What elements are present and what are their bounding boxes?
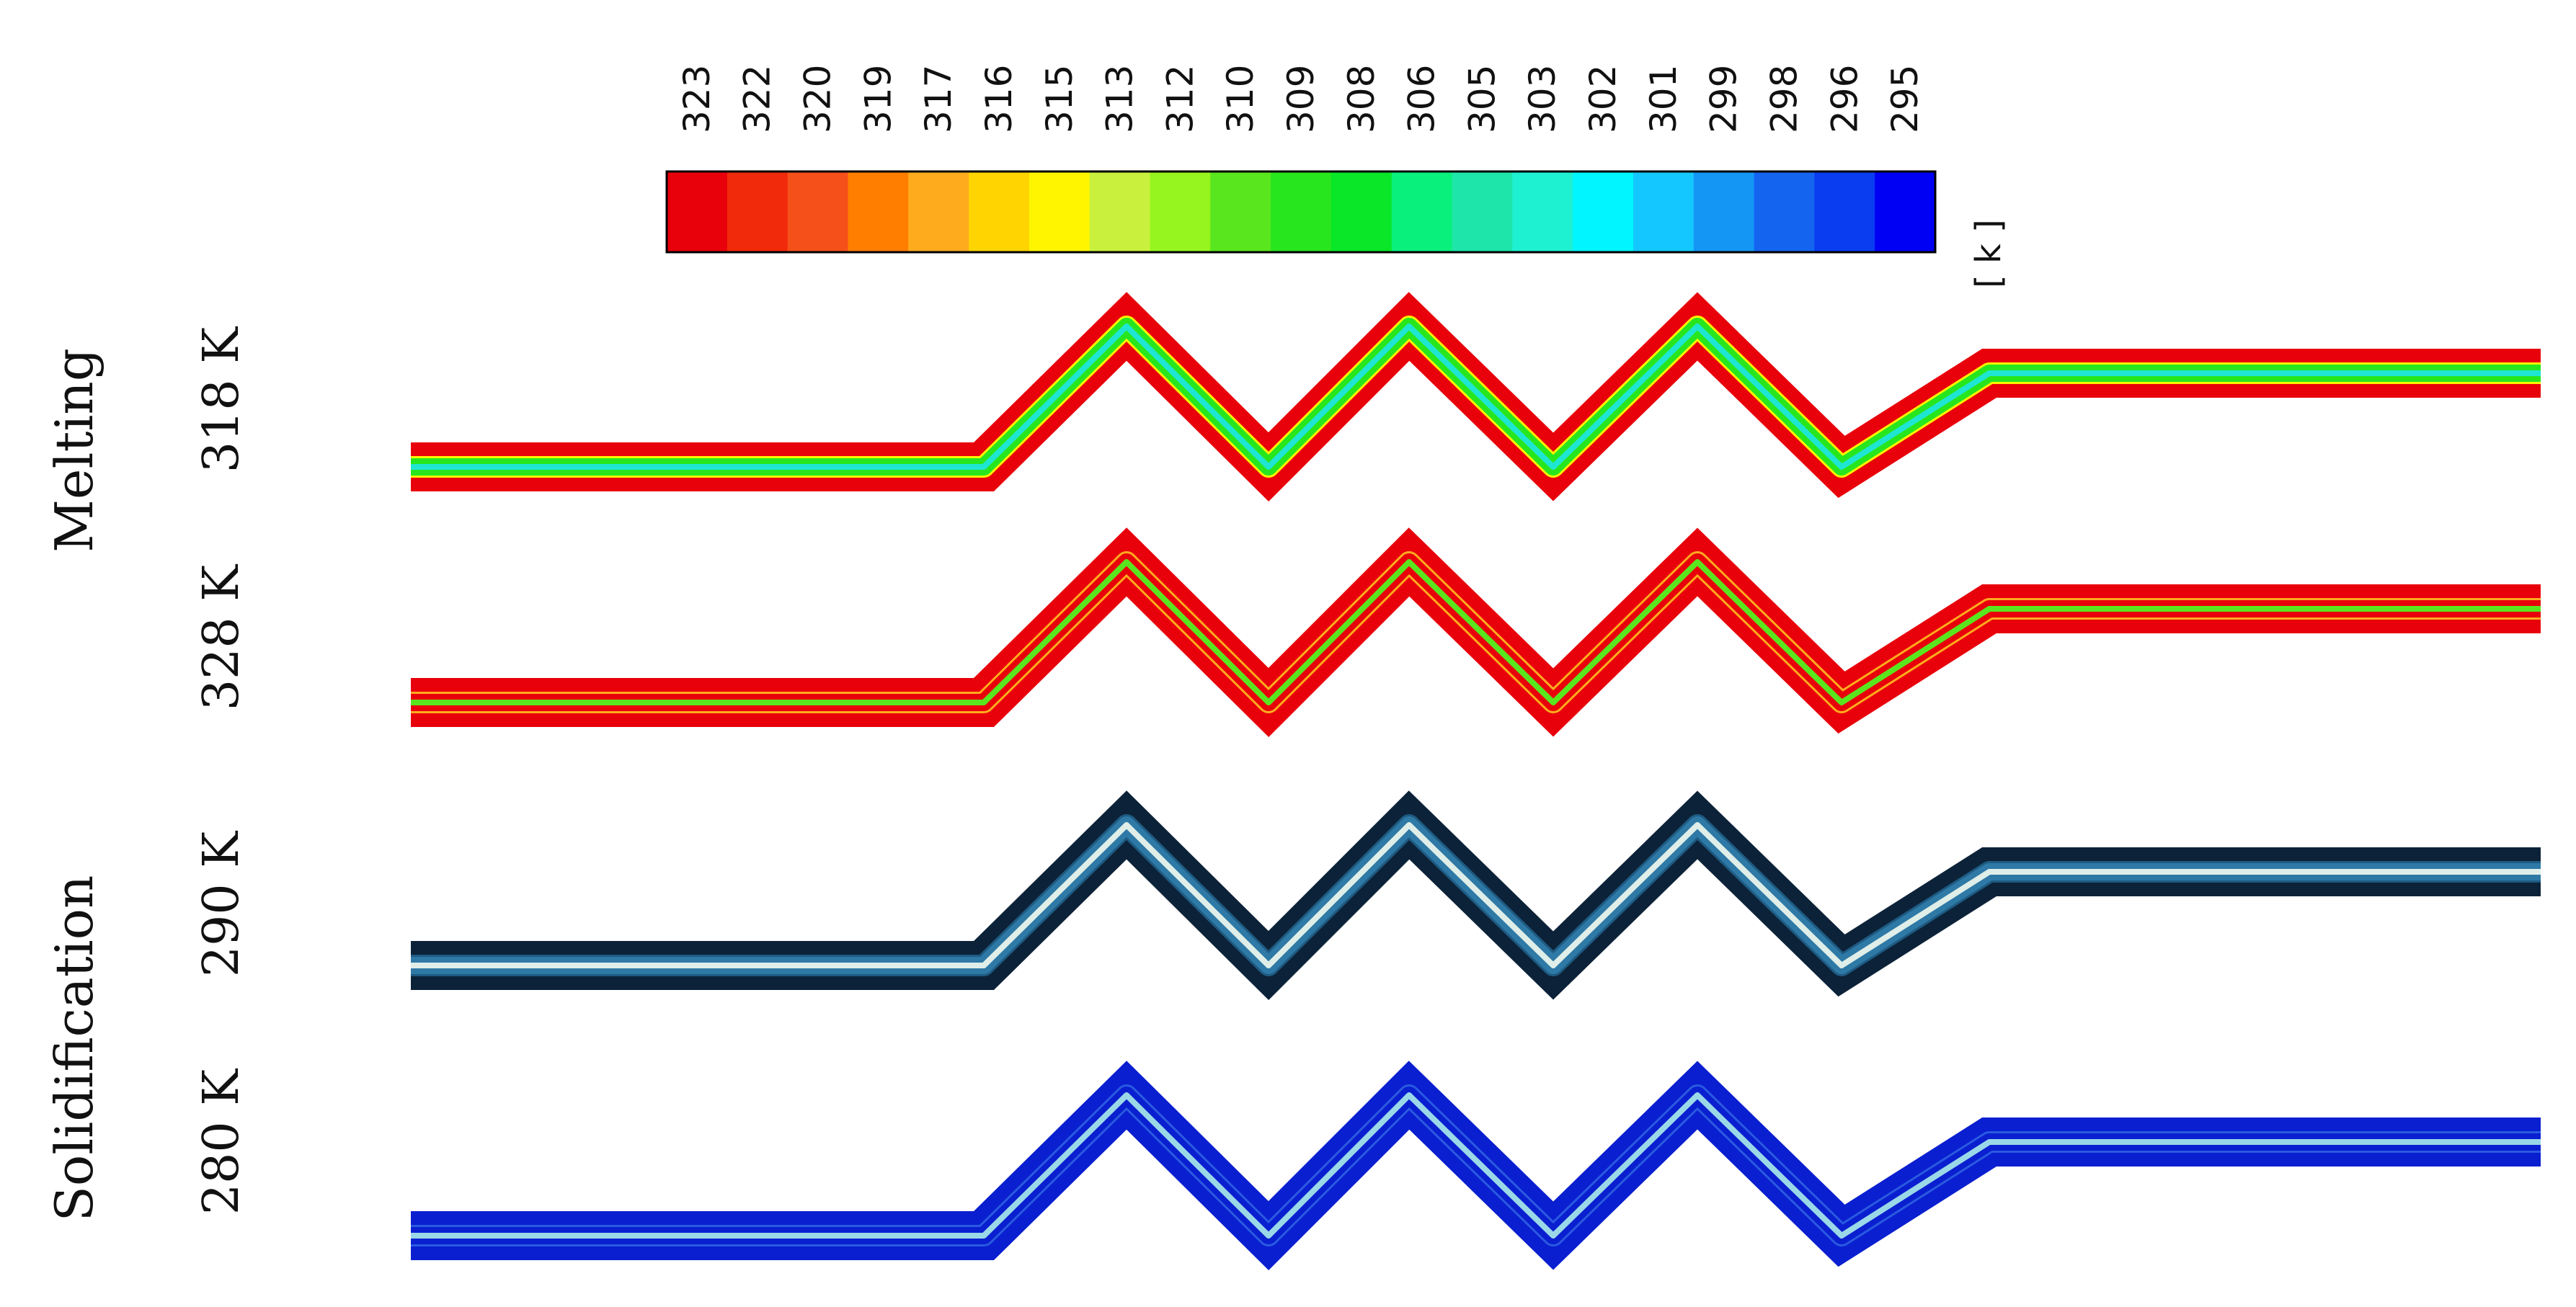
colorbar-segment	[1633, 171, 1695, 252]
colorbar-tick-label: 317	[918, 65, 959, 133]
colorbar-segment	[1875, 171, 1936, 252]
colorbar-segment	[1029, 171, 1091, 252]
colorbar-tick-label: 303	[1522, 65, 1563, 133]
colorbar-segment	[1271, 171, 1332, 252]
colorbar-unit-label: [ k ]	[1968, 219, 2009, 288]
colorbar-segment	[969, 171, 1030, 252]
colorbar-tick-label: 295	[1884, 65, 1926, 133]
colorbar-tick-label: 322	[737, 65, 778, 133]
pipe-panel	[411, 1061, 2541, 1270]
colorbar-segment	[1573, 171, 1634, 252]
colorbar-segment	[1150, 171, 1211, 252]
colorbar-tick-label: 306	[1401, 65, 1443, 133]
colorbar-segment	[1210, 171, 1271, 252]
colorbar-tick-label: 299	[1703, 65, 1745, 133]
colorbar-tick-label: 320	[797, 65, 839, 133]
colorbar-segment	[1512, 171, 1573, 252]
temperature-label-318: 318 K	[193, 326, 250, 473]
colorbar-tick-label: 316	[978, 65, 1020, 133]
colorbar-tick-label: 323	[676, 65, 718, 133]
colorbar-segment	[1814, 171, 1875, 252]
colorbar-tick-label: 319	[857, 65, 899, 133]
colorbar-tick-label: 298	[1763, 65, 1805, 133]
pipe-core	[411, 822, 2541, 968]
pipe-core	[411, 1092, 2541, 1239]
colorbar-tick-label: 301	[1643, 65, 1684, 133]
colorbar-tick-label: 310	[1220, 65, 1261, 133]
colorbar-tick-label: 296	[1824, 65, 1865, 133]
colorbar-segment	[1089, 171, 1151, 252]
process-label-melting: Melting	[44, 348, 105, 553]
colorbar-segment	[667, 171, 728, 252]
colorbar-segment	[1754, 171, 1815, 252]
temperature-label-290: 290 K	[193, 831, 250, 977]
colorbar-segment	[848, 171, 909, 252]
pipe-core	[411, 559, 2541, 705]
colorbar-tick-label: 302	[1582, 65, 1624, 133]
colorbar-segment	[1391, 171, 1453, 252]
colorbar-tick-label: 312	[1159, 65, 1201, 133]
colorbar-segment	[787, 171, 849, 252]
colorbar-tick-label: 308	[1341, 65, 1382, 133]
colorbar-tick-label: 315	[1039, 65, 1080, 133]
process-label-solidification: Solidification	[44, 875, 105, 1222]
pipe-panel	[411, 527, 2541, 737]
pipe-panel	[411, 292, 2541, 501]
pipe-panel	[411, 790, 2541, 1000]
colorbar: 323 322 320 319 317 316 315 313 312 310 309 308 306 3…	[665, 65, 1937, 254]
colorbar-segment	[727, 171, 789, 252]
temperature-label-280: 280 K	[193, 1069, 250, 1215]
pipe-core	[411, 324, 2541, 470]
colorbar-segment	[1452, 171, 1513, 252]
colorbar-segment	[908, 171, 969, 252]
colorbar-segment	[1331, 171, 1393, 252]
colorbar-tick-label: 305	[1461, 65, 1503, 133]
colorbar-border	[665, 170, 1937, 254]
colorbar-segment	[1693, 171, 1755, 252]
pipe-contours	[411, 292, 2541, 1270]
colorbar-tick-label: 309	[1280, 65, 1322, 133]
colorbar-tick-label: 313	[1099, 65, 1141, 133]
temperature-label-328: 328 K	[193, 564, 250, 710]
